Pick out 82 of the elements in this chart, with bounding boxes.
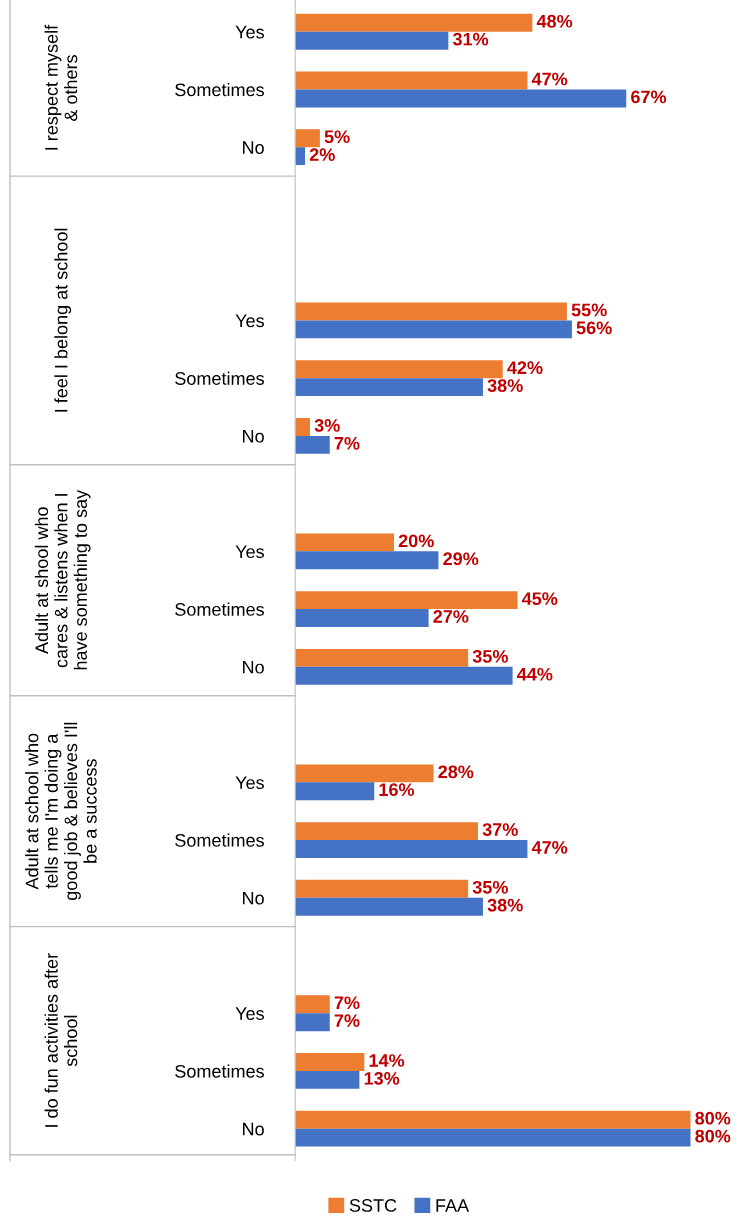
bar — [295, 591, 518, 610]
data-label: 44% — [517, 667, 553, 681]
bar — [295, 609, 429, 627]
data-label: 56% — [576, 321, 612, 335]
data-label: 20% — [398, 534, 434, 548]
data-label: 5% — [324, 130, 350, 144]
data-label: 45% — [521, 592, 558, 605]
y-tick-label: No — [243, 891, 264, 905]
data-label: 38% — [487, 898, 523, 912]
bar — [295, 360, 503, 379]
bar — [295, 879, 469, 898]
data-label: 7% — [334, 436, 360, 450]
bar — [295, 1070, 360, 1089]
bar — [295, 302, 567, 321]
data-label: 38% — [487, 379, 523, 392]
data-label: 31% — [452, 32, 489, 46]
bar — [295, 533, 395, 552]
data-label: 7% — [334, 1014, 360, 1027]
data-label: 28% — [438, 765, 474, 779]
text: Adult at school who tells me I'm doing a good job & believes I'll be a success — [25, 722, 97, 900]
bar — [295, 71, 528, 90]
y-tick-label: Sometimes — [175, 82, 264, 97]
y-tick-label: Sometimes — [175, 371, 264, 385]
y-tick-label: Yes — [235, 25, 264, 39]
y-tick-label: Yes — [235, 545, 264, 559]
data-label: 48% — [536, 14, 573, 28]
y-tick-label: Sometimes — [175, 602, 264, 616]
bar — [295, 1110, 691, 1129]
y-tick-label: No — [243, 141, 264, 154]
bar — [295, 782, 375, 801]
data-label: 80% — [695, 1111, 731, 1125]
y-tick-label: No — [243, 430, 264, 443]
data-label: 14% — [369, 1054, 405, 1067]
legend-label: FAA — [436, 1199, 470, 1212]
bar — [295, 418, 310, 436]
y-tick-label: No — [243, 1122, 264, 1136]
y-tick-label: Sometimes — [175, 833, 264, 847]
data-label: 47% — [531, 841, 568, 854]
data-label: 29% — [443, 552, 479, 566]
data-label: 42% — [507, 361, 543, 375]
bar — [295, 435, 330, 454]
text: I respect myself & others — [44, 24, 78, 150]
bar — [295, 648, 469, 667]
legend-label: SSTC — [349, 1199, 397, 1212]
data-label: 13% — [364, 1071, 400, 1085]
data-label: 80% — [695, 1129, 731, 1143]
data-label: 37% — [482, 823, 518, 836]
bar — [295, 1013, 330, 1032]
data-label: 67% — [631, 90, 667, 104]
data-label: 2% — [309, 148, 335, 161]
bar — [295, 13, 533, 32]
y-tick-label: Yes — [235, 314, 264, 328]
y-tick-label: Yes — [235, 1007, 264, 1020]
bar — [295, 31, 449, 50]
bar — [295, 764, 434, 783]
bar — [295, 666, 513, 685]
bar — [295, 897, 483, 916]
data-label: 35% — [472, 649, 508, 663]
bar — [295, 320, 572, 339]
data-label: 16% — [379, 783, 415, 797]
text: I do fun activities after school — [44, 953, 78, 1127]
bar — [295, 1128, 691, 1147]
y-tick-label: Yes — [235, 776, 264, 790]
bar — [295, 1053, 365, 1071]
y-tick-label: Sometimes — [175, 1064, 264, 1078]
data-label: 27% — [433, 610, 469, 623]
data-label: 35% — [472, 880, 508, 894]
bar — [295, 129, 320, 148]
text: I feel I belong at school — [54, 228, 72, 412]
data-label: 55% — [571, 303, 607, 317]
bar — [295, 822, 479, 841]
bar — [295, 995, 330, 1014]
data-label: 7% — [334, 996, 360, 1010]
y-tick-label: No — [243, 660, 264, 674]
bar — [295, 147, 306, 166]
bar — [295, 840, 528, 858]
bar — [295, 551, 439, 570]
bar — [295, 378, 483, 397]
data-label: 3% — [314, 419, 340, 432]
text: Adult at shool who cares & listens when I have something to say — [34, 489, 91, 670]
data-label: 47% — [531, 72, 568, 86]
bar — [295, 89, 627, 108]
